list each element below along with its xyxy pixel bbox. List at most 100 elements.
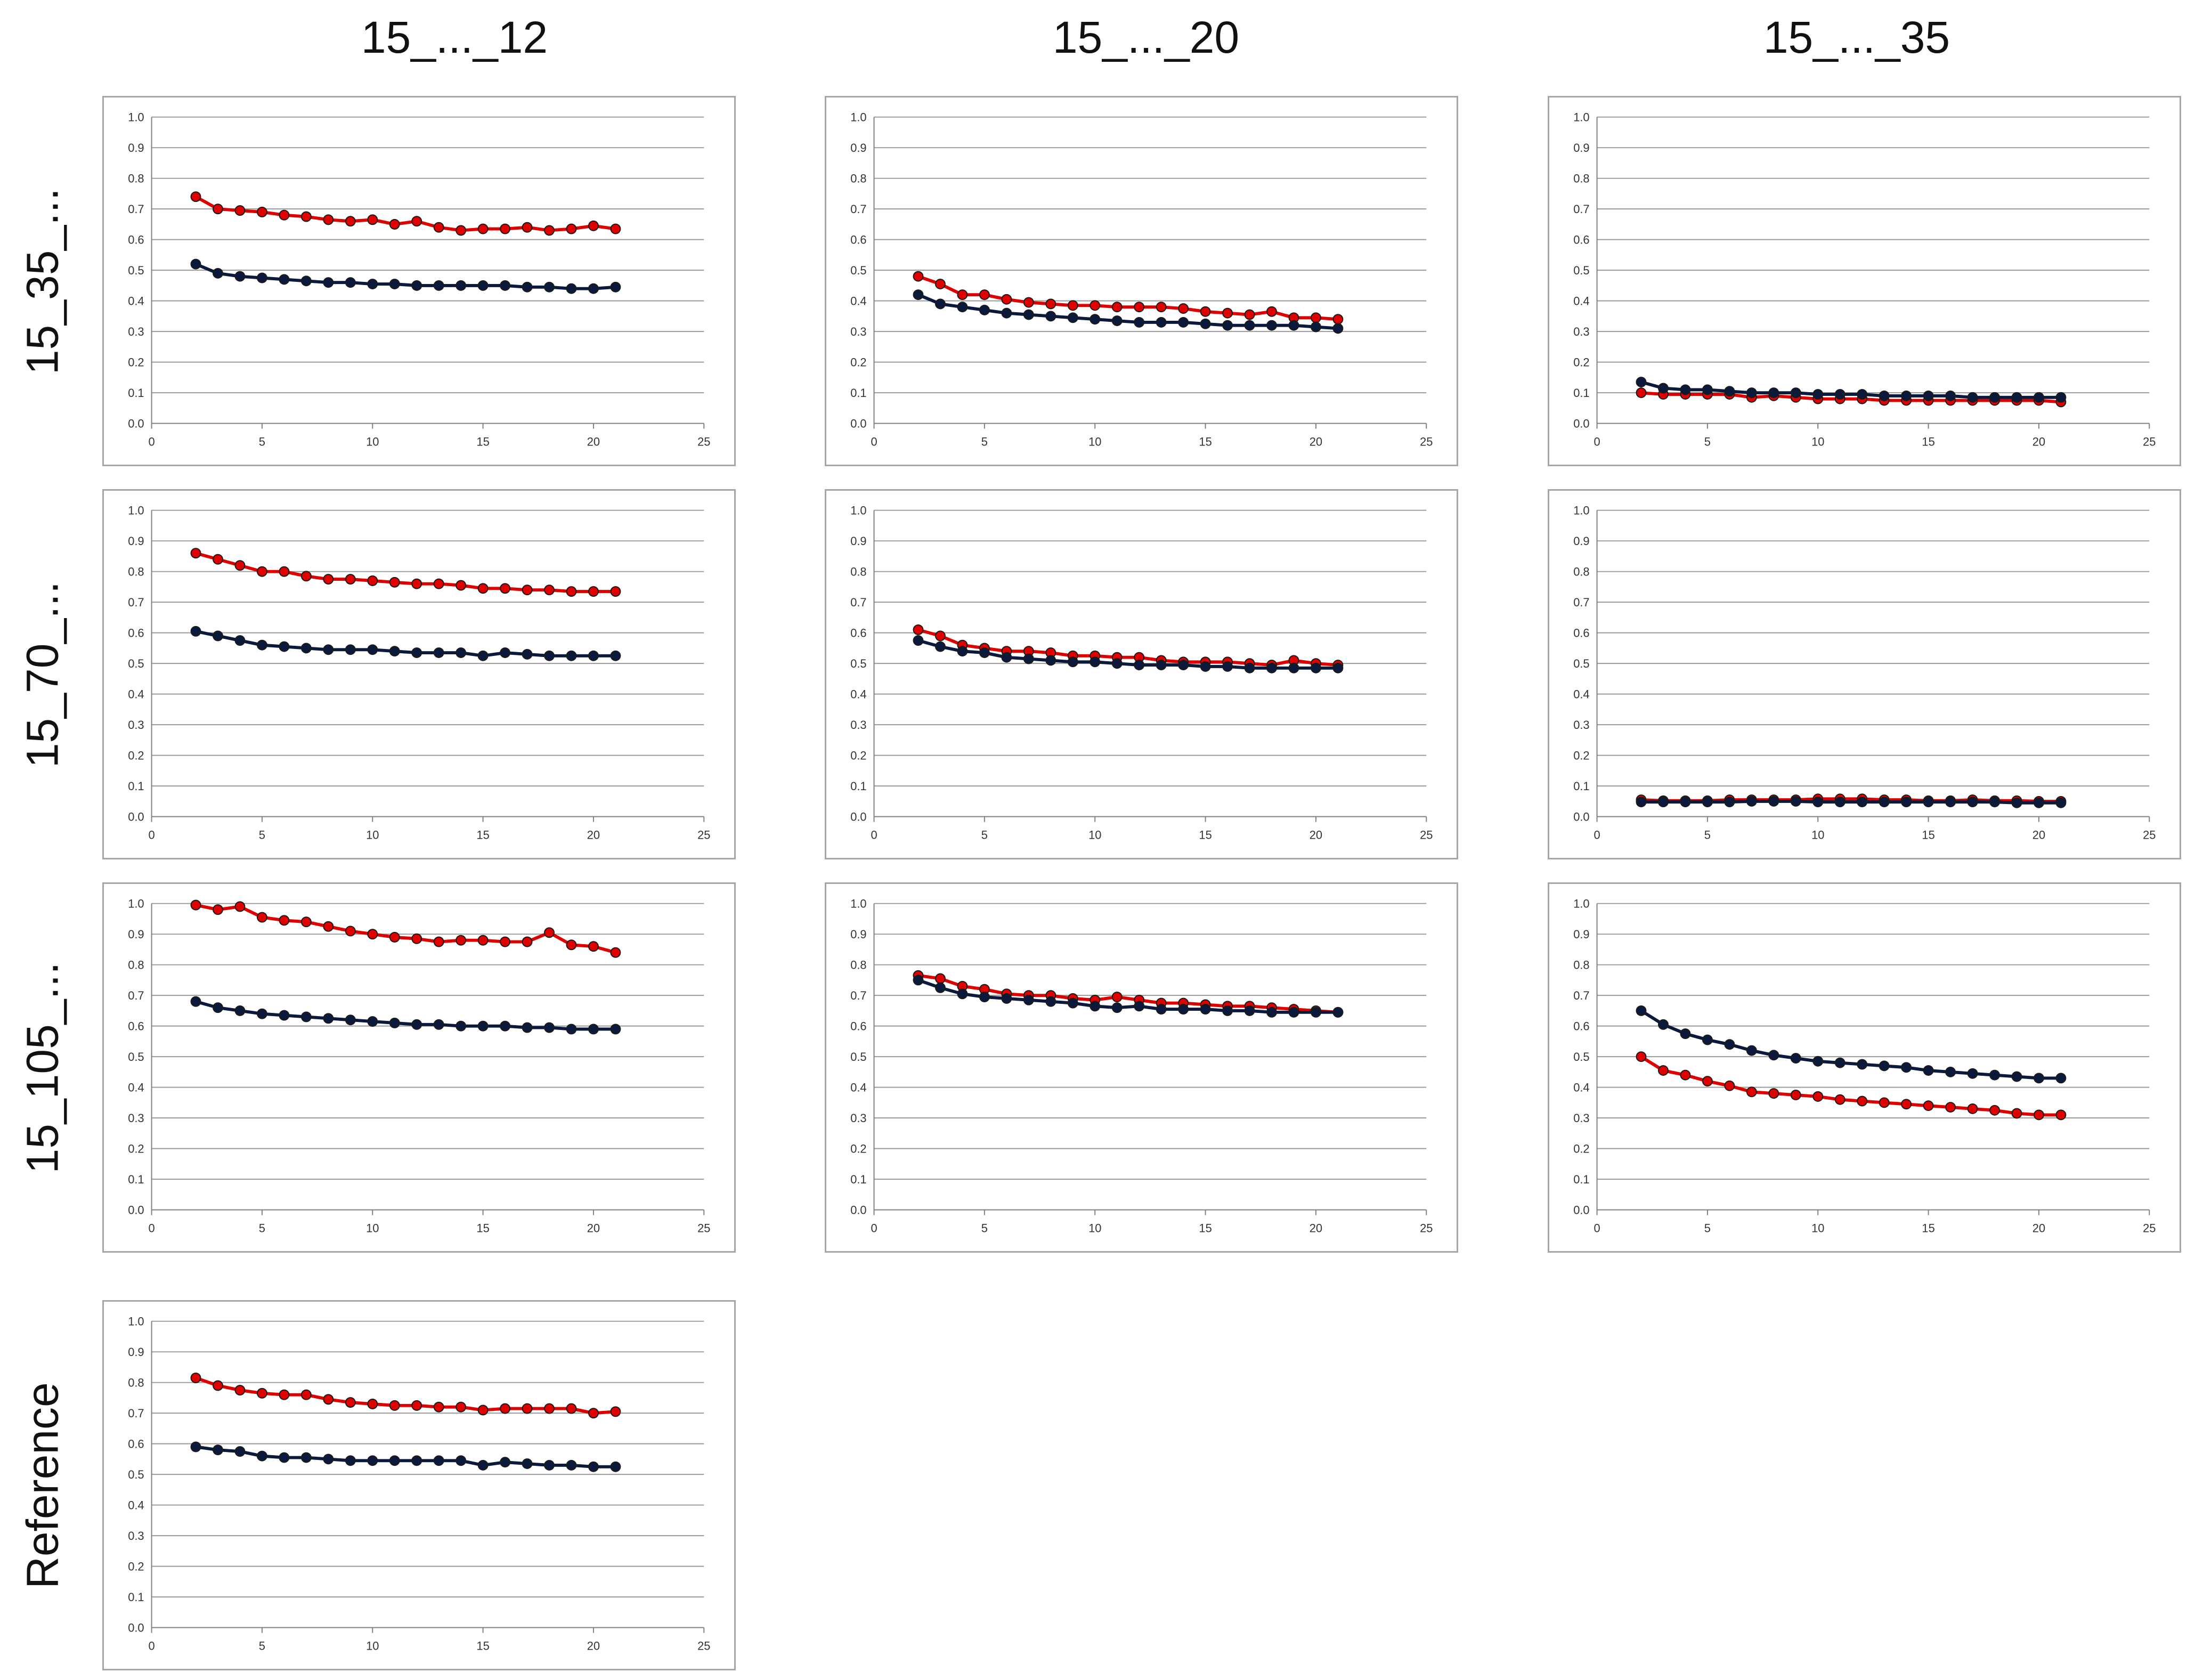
data-point-black	[190, 626, 201, 637]
data-point-black	[1310, 662, 1321, 673]
data-point-black	[1156, 1004, 1167, 1015]
y-tick-label: 0.7	[128, 989, 144, 1002]
y-tick-label: 0.2	[1573, 749, 1589, 762]
y-tick-label: 0.1	[128, 780, 144, 793]
y-tick-label: 0.4	[1573, 295, 1589, 308]
x-tick-label: 25	[697, 1639, 710, 1652]
data-point-red	[433, 578, 444, 589]
y-tick-label: 1.0	[128, 897, 144, 911]
data-point-black	[500, 1020, 511, 1032]
data-point-red	[300, 571, 312, 582]
data-point-black	[2055, 1073, 2067, 1084]
data-point-black	[1178, 660, 1189, 670]
data-point-black	[1045, 996, 1056, 1007]
data-point-black	[300, 643, 312, 654]
chart-panel-row-3-col-3: 0.0 0.1 0.2 0.3 0.4 0.5 0.6 0.7 0.8 0.9 1.0 0 5 10 15 2…	[1548, 882, 2181, 1253]
data-point-black	[2033, 797, 2044, 808]
data-point-red	[1023, 297, 1034, 308]
data-point-black	[1967, 797, 1978, 807]
data-point-black	[256, 639, 267, 651]
data-point-black	[300, 1011, 312, 1022]
data-point-black	[323, 1013, 334, 1024]
data-point-red	[213, 204, 223, 215]
data-point-black	[566, 1024, 577, 1035]
y-tick-label: 0.8	[128, 1376, 144, 1390]
y-tick-label: 0.8	[850, 172, 866, 185]
data-point-black	[1156, 317, 1167, 328]
data-point-red	[433, 936, 444, 947]
data-point-black	[456, 1455, 467, 1466]
data-point-black	[1879, 391, 1890, 401]
data-point-red	[1111, 992, 1123, 1002]
data-point-black	[456, 1020, 467, 1032]
data-point-black	[1680, 797, 1691, 807]
x-tick-label: 5	[259, 1639, 265, 1652]
data-point-black	[1658, 797, 1669, 807]
x-tick-label: 5	[1704, 435, 1711, 448]
data-point-black	[913, 975, 924, 986]
data-point-red	[1746, 1086, 1757, 1098]
data-point-black	[913, 289, 924, 301]
data-point-black	[979, 305, 990, 315]
data-point-black	[1001, 652, 1012, 663]
data-point-black	[2055, 392, 2067, 403]
data-point-red	[190, 899, 201, 911]
data-point-black	[1680, 1028, 1691, 1039]
y-tick-label: 0.0	[128, 1204, 144, 1217]
data-point-black	[433, 1019, 444, 1030]
x-tick-label: 15	[1199, 1221, 1212, 1235]
y-tick-label: 0.3	[850, 1111, 866, 1125]
data-point-black	[389, 279, 400, 289]
x-tick-label: 0	[148, 1639, 155, 1652]
chart-svg: 0.0 0.1 0.2 0.3 0.4 0.5 0.6 0.7 0.8 0.9 1.0 0 5 10 15 2…	[128, 1315, 710, 1653]
data-point-red	[477, 935, 489, 946]
data-point-black	[1879, 797, 1890, 807]
data-point-black	[1222, 661, 1233, 672]
data-point-black	[345, 1455, 356, 1466]
series-line-black	[1640, 1009, 2061, 1080]
data-point-black	[1702, 384, 1713, 395]
x-tick-label: 0	[148, 1221, 155, 1235]
y-tick-label: 0.5	[1573, 264, 1589, 277]
data-point-red	[456, 225, 467, 236]
data-point-black	[1746, 796, 1757, 807]
chart-svg: 0.0 0.1 0.2 0.3 0.4 0.5 0.6 0.7 0.8 0.9 1.0 0 5 10 15 2…	[850, 504, 1433, 842]
data-point-red	[1923, 1100, 1934, 1111]
data-point-black	[957, 988, 968, 1000]
data-point-red	[1156, 302, 1167, 313]
chart-svg: 0.0 0.1 0.2 0.3 0.4 0.5 0.6 0.7 0.8 0.9 1.0 0 5 10 15 2…	[1573, 111, 2156, 449]
data-point-red	[411, 933, 422, 944]
chart-panel-row-2-col-1: 0.0 0.1 0.2 0.3 0.4 0.5 0.6 0.7 0.8 0.9 1.0 0 5 10 15 2…	[102, 489, 736, 859]
x-tick-label: 10	[1811, 828, 1824, 841]
row-label-2: 15_70_...	[17, 581, 68, 768]
x-tick-label: 15	[476, 435, 489, 448]
data-point-black	[1768, 796, 1779, 807]
y-tick-label: 0.8	[1573, 172, 1589, 185]
data-point-black	[256, 272, 267, 283]
data-point-black	[1222, 1005, 1233, 1016]
data-point-red	[913, 624, 924, 635]
y-tick-label: 0.8	[128, 565, 144, 579]
data-point-red	[256, 566, 267, 577]
data-point-black	[935, 982, 946, 993]
data-point-red	[411, 578, 422, 589]
data-point-red	[345, 1397, 356, 1408]
data-point-red	[1702, 1076, 1713, 1087]
data-point-black	[256, 1450, 267, 1462]
y-tick-label: 0.3	[128, 1111, 144, 1125]
y-tick-label: 0.2	[850, 749, 866, 762]
data-point-black	[1045, 311, 1056, 322]
data-point-red	[190, 548, 201, 559]
x-tick-label: 25	[2143, 1221, 2156, 1235]
data-point-black	[1332, 662, 1344, 673]
data-point-black	[913, 635, 924, 646]
data-point-black	[1001, 307, 1012, 319]
data-point-black	[935, 298, 946, 310]
data-point-black	[1834, 389, 1845, 400]
y-tick-label: 1.0	[1573, 111, 1589, 124]
x-tick-label: 15	[476, 1639, 489, 1652]
x-tick-label: 25	[1420, 828, 1433, 841]
data-point-red	[913, 271, 924, 282]
data-point-black	[588, 1461, 599, 1472]
y-tick-label: 0.0	[128, 810, 144, 824]
